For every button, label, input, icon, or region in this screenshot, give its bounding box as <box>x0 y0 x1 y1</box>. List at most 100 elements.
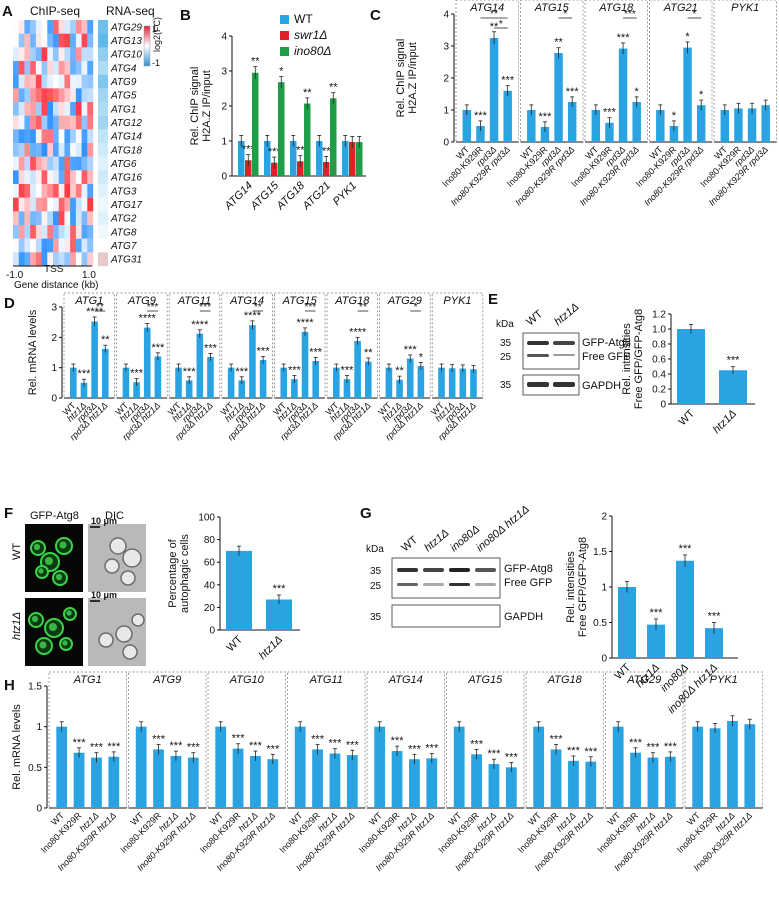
heat-cell <box>87 115 94 130</box>
chart-c-bar-PYK1-2 <box>747 108 757 142</box>
heat-cell <box>70 211 77 226</box>
x-min: -1.0 <box>6 270 24 281</box>
panel-label-f: F <box>4 505 13 522</box>
chart-c-bar-ATG21-3 <box>696 105 706 142</box>
heat-cell <box>58 156 65 171</box>
chart-h-bar-PYK1-0 <box>692 726 704 808</box>
heat-cell <box>70 197 77 212</box>
blot-g-marker-3: 35 <box>370 612 382 623</box>
heat-cell <box>18 170 25 185</box>
chart-c-ytick-label: 0 <box>443 138 449 149</box>
chart-b-ytick-label: 4 <box>221 32 227 43</box>
chart-d-group-title: ATG1 <box>74 295 103 307</box>
heat-cell <box>35 33 42 48</box>
rna-cell <box>98 33 108 48</box>
blot-e-band-gfpatg8-htz1 <box>553 341 575 345</box>
heat-cell <box>18 197 25 212</box>
heat-cell <box>18 102 25 116</box>
dic-cell <box>115 625 133 643</box>
chart-e-sig: *** <box>727 355 741 367</box>
heat-cell <box>18 33 25 48</box>
chart-b-bar-PYK1-2 <box>356 142 363 176</box>
chart-d-bracket-sig: ** <box>254 302 262 313</box>
heat-cell <box>58 184 65 198</box>
chart-c-bar-ATG21-0 <box>656 110 665 142</box>
heat-cell <box>24 225 31 239</box>
chart-h-group-title: ATG15 <box>467 674 503 686</box>
chart-c-bar-ATG15-2 <box>554 53 563 142</box>
chart-f-ytick-label: 60 <box>204 558 216 569</box>
rna-cell <box>98 211 108 226</box>
panel-a-heatmap: ChIP-seq RNA-seq ATG29 ATG13 ATG10 ATG4 ATG9… <box>6 4 162 291</box>
blot-e-band-label-3: GAPDH <box>582 380 621 392</box>
blot-g-band-label-1: GFP-Atg8 <box>504 563 553 575</box>
heat-cell <box>75 102 82 116</box>
chart-f-ytick-label: 100 <box>198 513 215 524</box>
chart-d-ytick-label: 0 <box>51 394 57 405</box>
chart-d-bar-ATG14-2 <box>249 325 256 398</box>
chart-h-ylabel: Rel. mRNA levels <box>11 704 23 790</box>
heat-cell <box>24 252 31 267</box>
heat-cell <box>30 197 37 212</box>
chart-d-sig: *** <box>288 365 302 377</box>
heat-cell <box>13 143 19 157</box>
panel-label-b: B <box>180 7 191 24</box>
chart-g-bar-2 <box>676 560 694 658</box>
blot-e-band-freegfp-wt <box>527 354 549 357</box>
chart-d-bar-ATG29-2 <box>406 358 414 398</box>
chart-c-sig: *** <box>617 32 631 44</box>
heat-cell <box>18 61 25 75</box>
chart-e-ytick-label: 0.6 <box>652 355 666 366</box>
heat-cell <box>24 184 31 198</box>
gfp-vacuole <box>44 556 54 566</box>
blot-g-membrane-top <box>391 557 501 599</box>
chart-e-ytick-label: 1.2 <box>652 310 666 321</box>
blot-g-band-gfpatg8 <box>397 568 418 572</box>
heat-cell <box>64 143 71 157</box>
chart-h-ytick-label: 1.5 <box>28 682 42 693</box>
chart-d-bar-PYK1-2 <box>459 368 467 398</box>
dic-cell <box>98 632 114 648</box>
heat-cell <box>64 129 71 144</box>
heat-cell <box>70 129 77 144</box>
dic-cell <box>109 537 127 555</box>
heat-cell <box>75 143 82 157</box>
chart-c-ylabel: Rel. ChIP signal <box>395 39 407 118</box>
blot-g-lane-1: WT <box>399 534 420 554</box>
heat-cell <box>24 238 31 253</box>
blot-e-marker-1: 35 <box>500 338 512 349</box>
heat-cell <box>75 61 82 75</box>
chart-b-bar-PYK1-0 <box>342 141 349 176</box>
chart-d-bar-ATG18-0 <box>333 367 340 398</box>
heat-cell <box>35 47 42 62</box>
chart-h-sig: *** <box>311 734 325 746</box>
heat-cell <box>24 143 31 157</box>
heat-cell <box>24 74 31 89</box>
chart-d-sig: *** <box>341 365 355 377</box>
gene-name: ATG5 <box>110 91 137 102</box>
heat-cell <box>70 156 77 171</box>
chart-d-group-title: ATG18 <box>334 295 370 307</box>
heat-cell <box>64 88 71 103</box>
blot-g-band-gfpatg8 <box>475 568 496 572</box>
heat-cell <box>70 170 77 185</box>
legend-wt: WT <box>294 12 313 26</box>
chart-g-sig: *** <box>708 611 722 623</box>
chart-b-ylabel-2: H2A.Z IP/input <box>201 70 213 142</box>
chart-h-ytick-label: 1 <box>36 722 42 733</box>
chart-c-group-frame <box>584 0 648 143</box>
heat-cell <box>75 170 82 185</box>
chart-h-sig: *** <box>470 738 484 750</box>
gfp-vacuole <box>48 622 58 632</box>
chart-d-bar-ATG1-3 <box>101 348 109 398</box>
chart-f-xlabel: htz1Δ <box>257 634 285 662</box>
chart-c-bar-ATG18-3 <box>632 102 641 142</box>
chart-h-bar-ATG18-0 <box>533 726 545 808</box>
gfp-vacuole <box>31 615 39 623</box>
blot-g-marker-2: 25 <box>370 581 382 592</box>
heat-cell <box>53 225 59 239</box>
heat-cell <box>30 129 37 144</box>
heat-cell <box>70 102 77 116</box>
chart-h-sig: *** <box>425 743 439 755</box>
chart-b-xlabel: ATG15 <box>248 179 282 213</box>
